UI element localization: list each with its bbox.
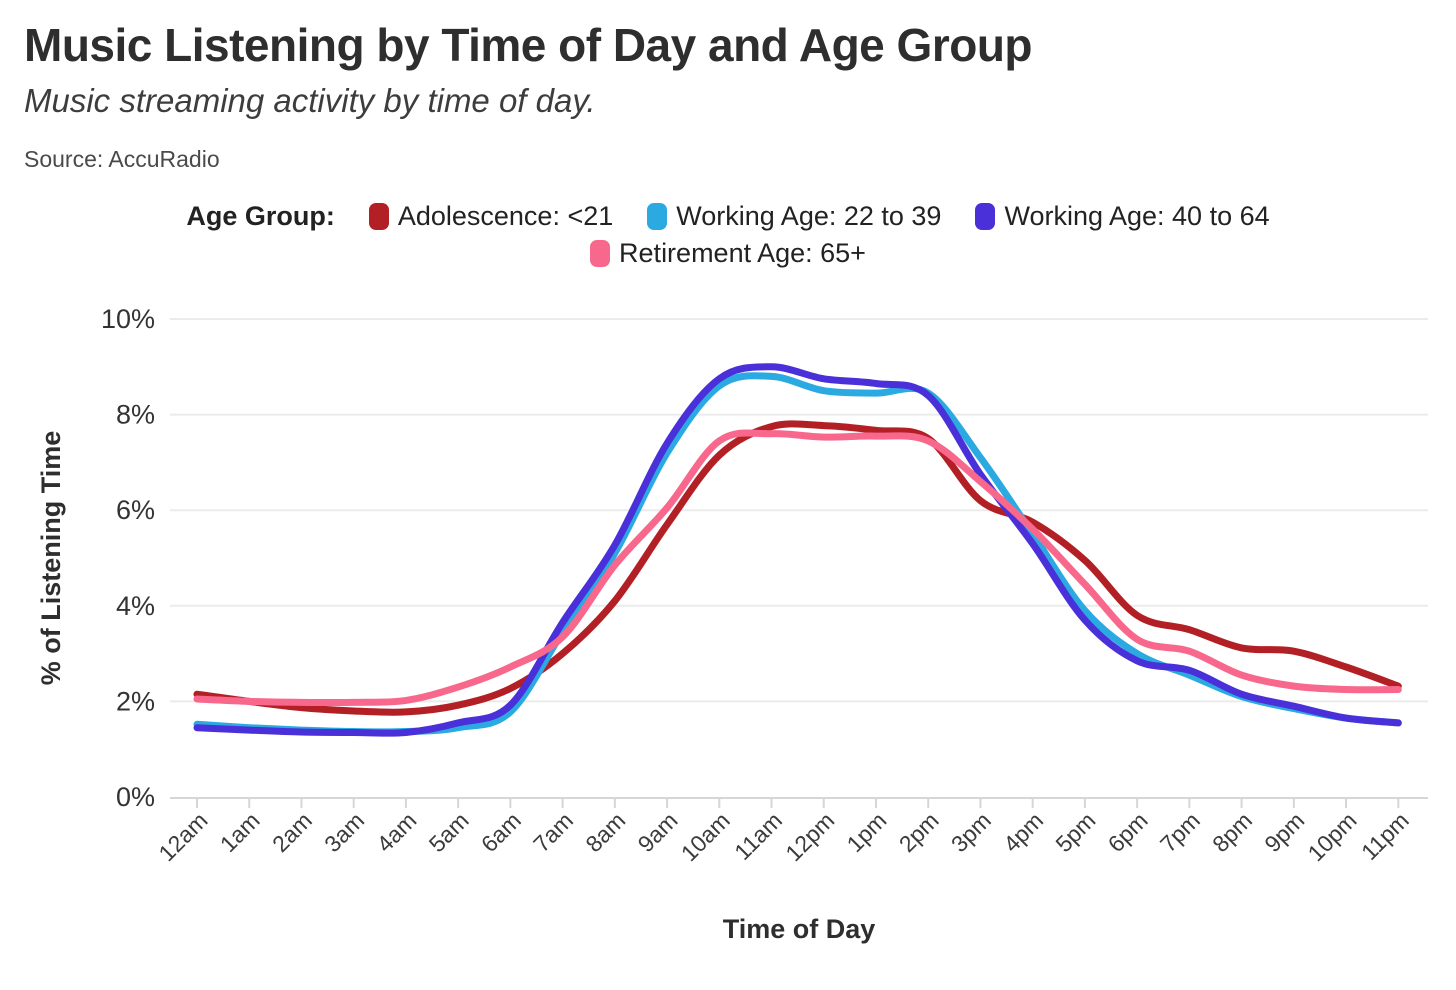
x-tick-label: 5am: [424, 807, 474, 857]
series-line-0[interactable]: [193, 420, 1402, 716]
x-tick-label: 7pm: [1155, 807, 1205, 857]
legend-item-2[interactable]: Working Age: 40 to 64: [975, 201, 1270, 232]
x-tick-label: 1pm: [841, 807, 891, 857]
x-tick-label: 12pm: [780, 807, 839, 866]
page-subtitle: Music streaming activity by time of day.: [24, 82, 596, 119]
x-tick-label: 11pm: [1356, 807, 1414, 865]
series-line-1[interactable]: [193, 372, 1402, 736]
x-tick-label: 1am: [215, 807, 265, 857]
legend-swatch: [975, 203, 996, 230]
x-tick-label: 6am: [476, 807, 526, 857]
chart-legend: Age Group: Adolescence: <21 Working Age: …: [0, 201, 1456, 269]
legend-row-2: Retirement Age: 65+: [590, 238, 866, 269]
x-tick-label: 2am: [267, 807, 317, 857]
legend-swatch: [590, 240, 611, 267]
y-tick-label: 8%: [116, 400, 155, 430]
y-tick-label: 10%: [101, 304, 155, 334]
x-tick-label: 6pm: [1103, 807, 1153, 857]
x-tick-label: 8am: [580, 807, 630, 857]
legend-row-1: Age Group: Adolescence: <21 Working Age: …: [186, 201, 1269, 232]
legend-item-label: Working Age: 40 to 64: [1004, 201, 1270, 231]
y-tick-label: 4%: [116, 591, 155, 621]
x-tick-label: 11am: [729, 807, 787, 865]
x-tick-label: 4pm: [998, 807, 1048, 857]
legend-item-label: Working Age: 22 to 39: [676, 201, 942, 231]
y-tick-label: 0%: [116, 782, 155, 812]
x-tick-label: 10am: [676, 807, 735, 866]
source-label: Source: AccuRadio: [24, 146, 220, 172]
x-tick-label: 8pm: [1207, 807, 1257, 857]
legend-item-1[interactable]: Working Age: 22 to 39: [647, 201, 941, 232]
legend-swatch: [647, 203, 668, 230]
x-tick-label: 9am: [633, 807, 683, 857]
x-tick-label: 5pm: [1050, 807, 1100, 857]
y-tick-label: 2%: [116, 686, 155, 716]
legend-item-label: Retirement Age: 65+: [619, 238, 866, 268]
series-line-3[interactable]: [193, 429, 1402, 707]
axis-layer: [170, 797, 1428, 808]
legend-swatch: [368, 203, 389, 230]
x-tick-label: 4am: [371, 807, 421, 857]
x-tick-label: 9pm: [1259, 807, 1309, 857]
series-line-2[interactable]: [193, 363, 1402, 737]
x-tick-label: 3am: [319, 807, 369, 857]
legend-title: Age Group:: [186, 201, 335, 231]
label-layer: 0% 2% 4% 6% 8% 10% 12am 1am 2am 3am 4am 5am 6am 7am 8a…: [101, 304, 1414, 866]
x-axis-title: Time of Day: [723, 914, 876, 944]
legend-item-3[interactable]: Retirement Age: 65+: [590, 238, 866, 269]
x-tick-label: 2pm: [894, 807, 944, 857]
x-tick-label: 12am: [153, 807, 212, 866]
y-tick-label: 6%: [116, 495, 155, 525]
x-tick-label: 7am: [528, 807, 578, 857]
x-tick-label: 3pm: [946, 807, 996, 857]
y-axis-title: % of Listening Time: [36, 431, 66, 686]
x-tick-label: 10pm: [1303, 807, 1362, 866]
page-title: Music Listening by Time of Day and Age G…: [24, 19, 1033, 71]
series-layer: [193, 363, 1402, 737]
legend-item-0[interactable]: Adolescence: <21: [368, 201, 614, 232]
legend-item-label: Adolescence: <21: [397, 201, 614, 231]
